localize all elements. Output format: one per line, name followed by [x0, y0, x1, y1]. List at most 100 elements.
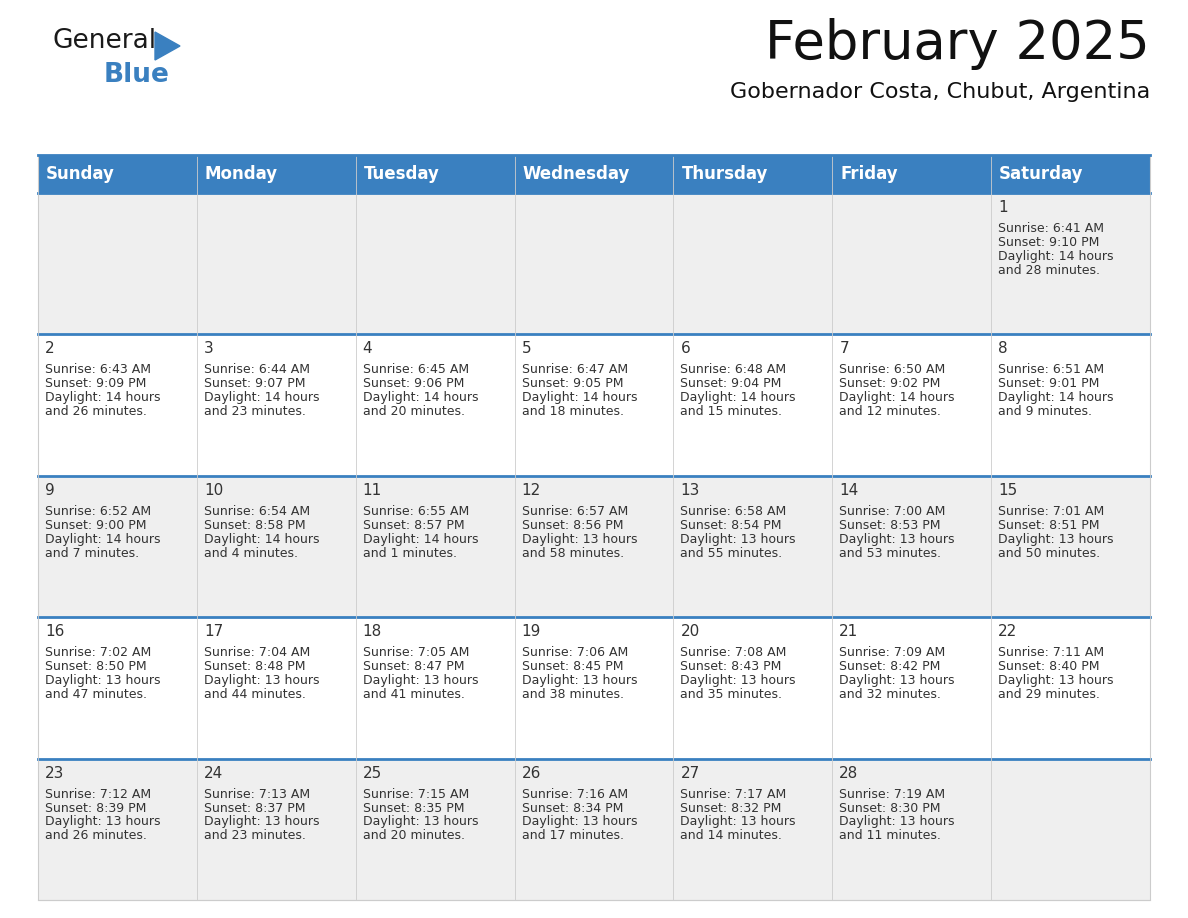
Text: Sunrise: 6:57 AM: Sunrise: 6:57 AM	[522, 505, 627, 518]
Bar	[38, 476, 1150, 617]
Text: Sunset: 8:32 PM: Sunset: 8:32 PM	[681, 801, 782, 814]
Text: Sunrise: 6:52 AM: Sunrise: 6:52 AM	[45, 505, 151, 518]
Text: Sunrise: 7:17 AM: Sunrise: 7:17 AM	[681, 788, 786, 800]
Text: Sunset: 9:05 PM: Sunset: 9:05 PM	[522, 377, 623, 390]
Text: Sunrise: 7:12 AM: Sunrise: 7:12 AM	[45, 788, 151, 800]
Text: and 9 minutes.: and 9 minutes.	[998, 405, 1092, 419]
Text: Sunrise: 7:04 AM: Sunrise: 7:04 AM	[204, 646, 310, 659]
Text: Sunrise: 6:41 AM: Sunrise: 6:41 AM	[998, 222, 1104, 235]
Text: 21: 21	[839, 624, 859, 639]
Text: Sunset: 8:58 PM: Sunset: 8:58 PM	[204, 519, 305, 532]
Text: and 29 minutes.: and 29 minutes.	[998, 688, 1100, 701]
Text: 4: 4	[362, 341, 372, 356]
Text: Sunrise: 7:06 AM: Sunrise: 7:06 AM	[522, 646, 627, 659]
Bar	[38, 334, 1150, 476]
Text: Sunday: Sunday	[46, 165, 115, 183]
Text: and 20 minutes.: and 20 minutes.	[362, 405, 465, 419]
Polygon shape	[154, 32, 181, 60]
Text: Sunrise: 7:08 AM: Sunrise: 7:08 AM	[681, 646, 786, 659]
Text: Wednesday: Wednesday	[523, 165, 630, 183]
Text: Daylight: 14 hours: Daylight: 14 hours	[45, 532, 160, 545]
Text: Sunrise: 6:58 AM: Sunrise: 6:58 AM	[681, 505, 786, 518]
Text: 24: 24	[204, 766, 223, 780]
Text: 11: 11	[362, 483, 383, 498]
Text: Sunset: 8:47 PM: Sunset: 8:47 PM	[362, 660, 465, 673]
Text: Sunrise: 6:50 AM: Sunrise: 6:50 AM	[839, 364, 946, 376]
Text: and 41 minutes.: and 41 minutes.	[362, 688, 465, 701]
Text: Daylight: 14 hours: Daylight: 14 hours	[204, 391, 320, 404]
Text: and 12 minutes.: and 12 minutes.	[839, 405, 941, 419]
Text: Saturday: Saturday	[999, 165, 1083, 183]
Text: and 18 minutes.: and 18 minutes.	[522, 405, 624, 419]
Text: Daylight: 13 hours: Daylight: 13 hours	[204, 674, 320, 687]
Text: General: General	[52, 28, 156, 54]
Text: Sunrise: 7:15 AM: Sunrise: 7:15 AM	[362, 788, 469, 800]
Text: Daylight: 13 hours: Daylight: 13 hours	[522, 674, 637, 687]
Text: Daylight: 14 hours: Daylight: 14 hours	[522, 391, 637, 404]
Text: February 2025: February 2025	[765, 18, 1150, 70]
Text: Sunset: 8:37 PM: Sunset: 8:37 PM	[204, 801, 305, 814]
Text: 3: 3	[204, 341, 214, 356]
Text: and 35 minutes.: and 35 minutes.	[681, 688, 783, 701]
Text: 14: 14	[839, 483, 859, 498]
Text: Sunrise: 6:48 AM: Sunrise: 6:48 AM	[681, 364, 786, 376]
Bar	[38, 155, 1150, 900]
Text: Sunrise: 6:51 AM: Sunrise: 6:51 AM	[998, 364, 1105, 376]
Text: Daylight: 14 hours: Daylight: 14 hours	[362, 532, 479, 545]
Text: 16: 16	[45, 624, 64, 639]
Text: Sunset: 8:40 PM: Sunset: 8:40 PM	[998, 660, 1100, 673]
Text: Daylight: 13 hours: Daylight: 13 hours	[362, 674, 479, 687]
Text: Sunset: 8:48 PM: Sunset: 8:48 PM	[204, 660, 305, 673]
Text: Sunset: 8:43 PM: Sunset: 8:43 PM	[681, 660, 782, 673]
Text: Sunset: 8:51 PM: Sunset: 8:51 PM	[998, 519, 1100, 532]
Bar	[38, 758, 1150, 900]
Text: Daylight: 13 hours: Daylight: 13 hours	[681, 674, 796, 687]
Text: 2: 2	[45, 341, 55, 356]
Text: and 7 minutes.: and 7 minutes.	[45, 546, 139, 560]
Text: Daylight: 13 hours: Daylight: 13 hours	[681, 815, 796, 829]
Text: and 55 minutes.: and 55 minutes.	[681, 546, 783, 560]
Text: 25: 25	[362, 766, 383, 780]
Text: Sunset: 8:39 PM: Sunset: 8:39 PM	[45, 801, 146, 814]
Text: Sunrise: 7:16 AM: Sunrise: 7:16 AM	[522, 788, 627, 800]
Text: 22: 22	[998, 624, 1017, 639]
Text: Daylight: 13 hours: Daylight: 13 hours	[45, 815, 160, 829]
Text: Sunset: 8:56 PM: Sunset: 8:56 PM	[522, 519, 623, 532]
Text: Thursday: Thursday	[682, 165, 767, 183]
Text: Daylight: 14 hours: Daylight: 14 hours	[998, 391, 1113, 404]
Text: 13: 13	[681, 483, 700, 498]
Text: Sunrise: 7:11 AM: Sunrise: 7:11 AM	[998, 646, 1105, 659]
Text: and 26 minutes.: and 26 minutes.	[45, 405, 147, 419]
Text: Sunset: 8:45 PM: Sunset: 8:45 PM	[522, 660, 623, 673]
Text: 1: 1	[998, 200, 1007, 215]
Text: 5: 5	[522, 341, 531, 356]
Text: Sunset: 8:50 PM: Sunset: 8:50 PM	[45, 660, 146, 673]
Text: and 1 minutes.: and 1 minutes.	[362, 546, 456, 560]
Text: Sunrise: 6:45 AM: Sunrise: 6:45 AM	[362, 364, 469, 376]
Text: 20: 20	[681, 624, 700, 639]
Text: and 58 minutes.: and 58 minutes.	[522, 546, 624, 560]
Text: Daylight: 13 hours: Daylight: 13 hours	[839, 532, 955, 545]
Text: Gobernador Costa, Chubut, Argentina: Gobernador Costa, Chubut, Argentina	[729, 82, 1150, 102]
Text: Sunset: 9:00 PM: Sunset: 9:00 PM	[45, 519, 146, 532]
Text: Daylight: 14 hours: Daylight: 14 hours	[45, 391, 160, 404]
Text: Sunset: 8:53 PM: Sunset: 8:53 PM	[839, 519, 941, 532]
Text: and 50 minutes.: and 50 minutes.	[998, 546, 1100, 560]
Bar	[38, 155, 1150, 193]
Text: Daylight: 14 hours: Daylight: 14 hours	[681, 391, 796, 404]
Text: Sunrise: 7:05 AM: Sunrise: 7:05 AM	[362, 646, 469, 659]
Text: Daylight: 13 hours: Daylight: 13 hours	[522, 815, 637, 829]
Text: Sunrise: 7:02 AM: Sunrise: 7:02 AM	[45, 646, 151, 659]
Text: Daylight: 14 hours: Daylight: 14 hours	[998, 250, 1113, 263]
Text: Sunrise: 7:00 AM: Sunrise: 7:00 AM	[839, 505, 946, 518]
Text: Daylight: 13 hours: Daylight: 13 hours	[204, 815, 320, 829]
Text: Sunset: 9:02 PM: Sunset: 9:02 PM	[839, 377, 941, 390]
Text: Sunset: 8:30 PM: Sunset: 8:30 PM	[839, 801, 941, 814]
Text: Sunset: 8:42 PM: Sunset: 8:42 PM	[839, 660, 941, 673]
Text: Tuesday: Tuesday	[364, 165, 440, 183]
Bar	[38, 617, 1150, 758]
Text: and 20 minutes.: and 20 minutes.	[362, 830, 465, 843]
Text: Blue: Blue	[105, 62, 170, 88]
Text: Daylight: 13 hours: Daylight: 13 hours	[998, 532, 1113, 545]
Text: and 38 minutes.: and 38 minutes.	[522, 688, 624, 701]
